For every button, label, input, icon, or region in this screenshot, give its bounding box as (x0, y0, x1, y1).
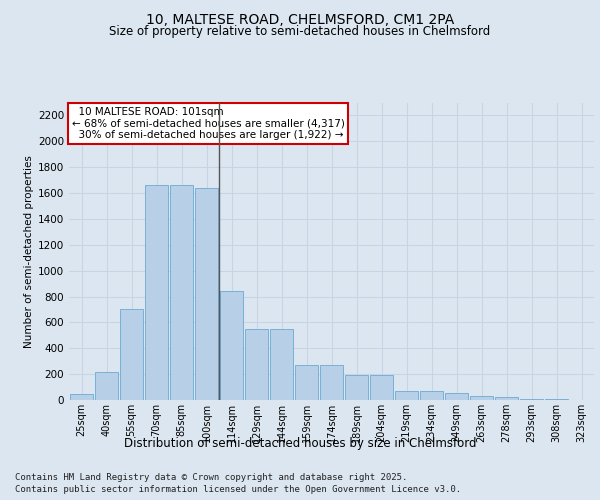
Text: Distribution of semi-detached houses by size in Chelmsford: Distribution of semi-detached houses by … (124, 438, 476, 450)
Bar (195, 188, 218, 400)
Bar (470, 396, 493, 400)
Text: 10 MALTESE ROAD: 101sqm
← 68% of semi-detached houses are smaller (4,317)
  30% : 10 MALTESE ROAD: 101sqm ← 68% of semi-de… (71, 107, 344, 140)
Bar (445, 393, 468, 400)
Bar (95, 372, 118, 400)
Bar (495, 398, 518, 400)
Text: Contains public sector information licensed under the Open Government Licence v3: Contains public sector information licen… (15, 485, 461, 494)
Bar (420, 391, 443, 400)
Text: 10, MALTESE ROAD, CHELMSFORD, CM1 2PA: 10, MALTESE ROAD, CHELMSFORD, CM1 2PA (146, 12, 454, 26)
Y-axis label: Number of semi-detached properties: Number of semi-detached properties (24, 155, 34, 348)
Text: Contains HM Land Registry data © Crown copyright and database right 2025.: Contains HM Land Registry data © Crown c… (15, 472, 407, 482)
Bar (545, 399, 568, 400)
Bar (245, 329, 268, 400)
Text: Size of property relative to semi-detached houses in Chelmsford: Size of property relative to semi-detach… (109, 25, 491, 38)
Bar (520, 399, 543, 400)
Bar (395, 391, 418, 400)
Bar (145, 186, 168, 400)
Bar (370, 376, 393, 400)
Bar (320, 365, 343, 400)
Bar (220, 292, 243, 400)
Bar (270, 329, 293, 400)
Bar (170, 186, 193, 400)
Bar (120, 310, 143, 400)
Bar (70, 394, 93, 400)
Bar (295, 365, 318, 400)
Bar (345, 376, 368, 400)
